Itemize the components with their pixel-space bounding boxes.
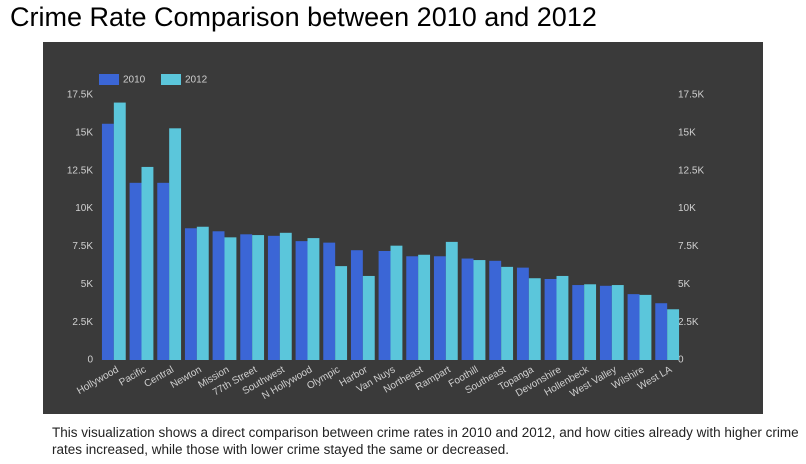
y-tick-label: 17.5K <box>67 90 93 101</box>
bar <box>544 278 557 360</box>
bar <box>501 266 514 360</box>
bar <box>141 166 154 360</box>
y2-tick-label: 2.5K <box>678 317 699 328</box>
chart-title: Crime Rate Comparison between 2010 and 2… <box>10 2 597 32</box>
bar <box>307 238 320 360</box>
y2-tick-label: 5K <box>678 279 691 290</box>
bar <box>473 260 486 360</box>
bar <box>655 303 668 360</box>
bar <box>461 258 474 360</box>
bar <box>599 285 612 360</box>
legend-swatch <box>99 74 119 85</box>
y2-tick-label: 12.5K <box>678 165 704 176</box>
bar <box>252 235 265 360</box>
bar <box>433 256 446 360</box>
legend-swatch <box>161 74 181 85</box>
y-tick-label: 5K <box>81 279 94 290</box>
y-tick-label: 2.5K <box>72 317 93 328</box>
bar <box>157 182 170 360</box>
bar <box>184 228 197 360</box>
bar <box>611 285 624 360</box>
bar <box>240 234 253 360</box>
bar <box>378 250 391 360</box>
y2-tick-label: 10K <box>678 203 696 214</box>
y-tick-label: 10K <box>75 203 93 214</box>
bar <box>279 232 292 360</box>
y-tick-label: 15K <box>75 127 93 138</box>
bar <box>196 226 209 360</box>
caption: This visualization shows a direct compar… <box>52 425 799 457</box>
bar <box>489 260 502 360</box>
y2-tick-label: 17.5K <box>678 90 704 101</box>
y-tick-label: 0 <box>87 355 93 366</box>
bar <box>572 285 585 360</box>
bar <box>129 182 142 360</box>
legend-label: 2010 <box>123 75 146 86</box>
bar <box>390 245 403 360</box>
legend-label: 2012 <box>185 75 208 86</box>
bar <box>169 128 182 360</box>
y-tick-label: 7.5K <box>72 241 93 252</box>
bar <box>639 294 652 360</box>
bar <box>406 256 419 360</box>
bar <box>445 241 458 360</box>
bar <box>584 284 597 360</box>
bar <box>224 237 237 360</box>
bar <box>516 267 529 360</box>
bar <box>101 123 114 361</box>
bar <box>528 278 541 360</box>
bar <box>295 241 308 360</box>
y-tick-label: 12.5K <box>67 165 93 176</box>
bar <box>267 235 280 360</box>
bar <box>350 250 363 360</box>
bar <box>113 102 126 361</box>
bar <box>627 294 640 360</box>
bar <box>667 309 680 360</box>
bar <box>212 231 225 360</box>
y2-tick-label: 15K <box>678 127 696 138</box>
bar <box>323 242 336 360</box>
y2-tick-label: 0 <box>678 355 684 366</box>
bar <box>362 275 375 360</box>
bar <box>335 266 348 360</box>
bar <box>556 275 569 360</box>
y2-tick-label: 7.5K <box>678 241 699 252</box>
chart: 0 2.5K 5K 7.5K 10K 12.5K 15K 17.5K 0 2.5K 5K 7.5K 10… <box>43 42 763 414</box>
bar <box>418 254 431 360</box>
